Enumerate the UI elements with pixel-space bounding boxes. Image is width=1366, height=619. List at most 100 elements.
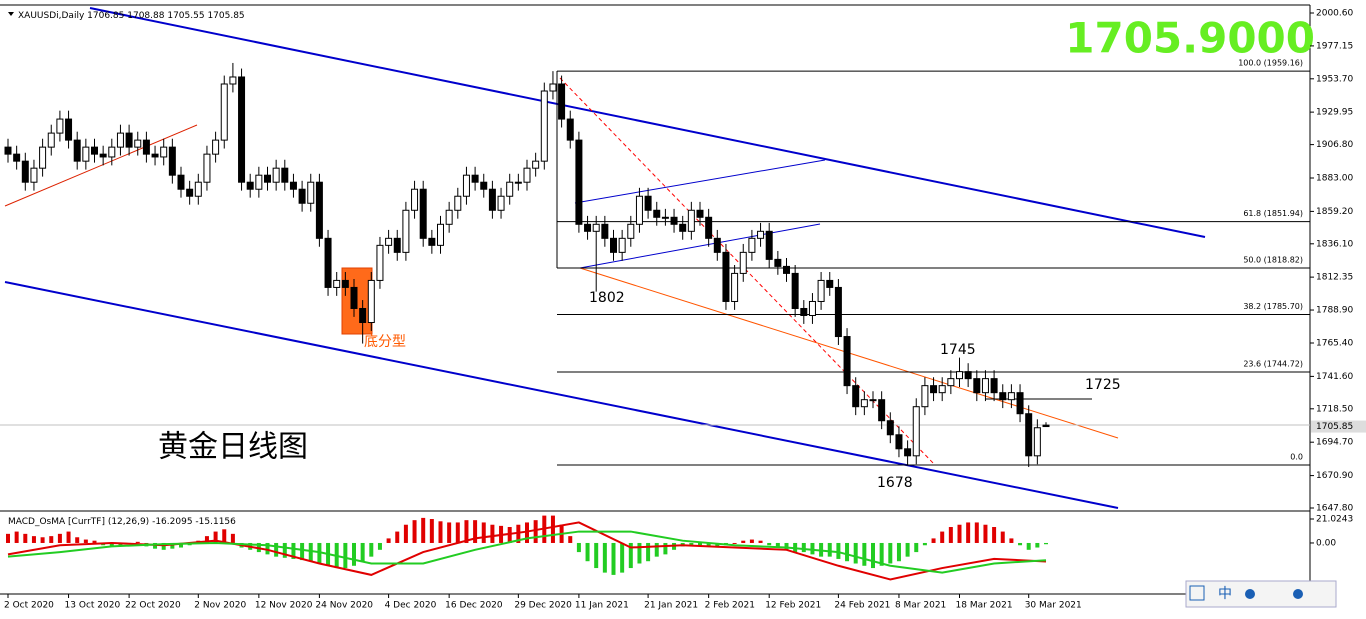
candle-body <box>376 244 384 281</box>
osma-bar <box>447 522 452 543</box>
candle-body <box>47 132 55 148</box>
osma-bar <box>585 542 590 562</box>
candle-body <box>930 385 938 394</box>
osma-bar <box>896 542 901 562</box>
osma-bar <box>57 533 62 543</box>
ohlc-open: 1706.85 <box>87 11 124 21</box>
osma-bar <box>698 542 702 546</box>
osma-bar <box>888 542 893 564</box>
tray-text[interactable]: 中 <box>1218 586 1232 602</box>
candle-body <box>532 160 540 169</box>
osma-bar <box>974 522 979 543</box>
candle-body <box>947 378 955 387</box>
candle-body <box>843 336 851 387</box>
candle-body <box>981 378 989 394</box>
macd-name: MACD_OsMA [CurrTF] (12,26,9) <box>8 517 149 527</box>
candle-body <box>480 181 488 190</box>
candle-body <box>800 307 808 316</box>
osma-bar <box>455 522 460 543</box>
symbol: XAUUSDi,Daily <box>18 11 85 21</box>
osma-bar <box>473 520 478 543</box>
candle-body <box>566 118 574 141</box>
candle-body <box>679 223 687 232</box>
candle-body <box>1033 427 1041 457</box>
tray-icon[interactable] <box>1189 585 1205 601</box>
candle-body <box>964 371 972 380</box>
candle-body <box>618 237 626 253</box>
osma-bar <box>732 542 737 544</box>
osma-bar <box>412 520 417 543</box>
osma-bar <box>689 542 694 546</box>
osma-bar <box>862 542 867 566</box>
x-tick-label: 4 Dec 2020 <box>385 601 437 611</box>
candle-body <box>151 153 159 158</box>
y-tick-label: 1906.80 <box>1316 140 1353 150</box>
menu-arrow <box>8 12 14 16</box>
candle-body <box>912 406 920 457</box>
annotation: 1725 <box>1085 377 1121 393</box>
candle-body <box>264 174 271 183</box>
osma-bar <box>170 542 175 549</box>
osma-bar <box>49 536 54 543</box>
candle-body <box>1042 424 1050 428</box>
candle-body <box>108 146 116 158</box>
osma-bar <box>637 542 642 564</box>
osma-bar <box>490 524 495 543</box>
x-tick-label: 12 Nov 2020 <box>255 601 313 611</box>
candle-body <box>39 146 47 169</box>
candle-body <box>852 385 860 408</box>
flag-upper <box>574 159 826 204</box>
osma-bar <box>827 542 832 557</box>
osma-bar <box>810 542 815 555</box>
x-tick-label: 2 Oct 2020 <box>4 601 54 611</box>
candle-body <box>808 300 816 317</box>
tray-icon[interactable] <box>1245 589 1255 599</box>
ohlc-low: 1705.55 <box>167 11 204 21</box>
candle-body <box>220 83 228 141</box>
osma-bar <box>40 537 45 543</box>
osma-bar <box>300 542 305 561</box>
osma-bar <box>594 542 599 569</box>
x-tick-label: 30 Mar 2021 <box>1025 601 1082 611</box>
price-marker-label: 1705.85 <box>1316 422 1353 432</box>
osma-bar <box>75 537 80 543</box>
candle-body <box>56 118 64 134</box>
candle-body <box>635 195 643 225</box>
tray-icon[interactable] <box>1293 589 1303 599</box>
candle-body <box>341 279 349 288</box>
flag-lower <box>579 223 821 269</box>
osma-bar <box>1044 542 1048 545</box>
candle-body <box>229 76 237 85</box>
candle-body <box>514 181 522 184</box>
osma-bar <box>308 542 313 562</box>
y-tick-label: 1953.70 <box>1316 74 1353 84</box>
osma-bar <box>767 542 772 546</box>
candle-body <box>549 83 557 92</box>
osma-bar <box>957 524 962 543</box>
candle-body <box>904 448 912 457</box>
price-marker <box>1311 420 1366 433</box>
candle-body <box>644 195 652 211</box>
candle-body <box>471 174 479 183</box>
y-tick-label: 1670.90 <box>1316 471 1353 481</box>
osma-bar <box>568 536 573 543</box>
candle-body <box>791 272 799 309</box>
channel-lower <box>4 281 1119 509</box>
candle-body <box>367 279 375 324</box>
osma-bar <box>845 542 850 562</box>
osma-bar <box>369 542 374 557</box>
osma-bar <box>161 542 166 550</box>
candle-body <box>194 181 202 197</box>
osma-bar <box>92 540 97 543</box>
y-tick-label: 1647.80 <box>1316 504 1353 514</box>
candle-body <box>601 223 609 239</box>
osma-bar <box>663 542 668 555</box>
y-tick-label: 1741.60 <box>1316 372 1353 382</box>
osma-bar <box>611 542 616 575</box>
fib-label: 38.2 (1785.70) <box>1243 302 1303 311</box>
candle-body <box>661 216 669 219</box>
candle-body <box>272 167 280 183</box>
osma-bar <box>282 542 287 558</box>
candle-body <box>860 399 868 408</box>
candle-body <box>739 251 747 274</box>
